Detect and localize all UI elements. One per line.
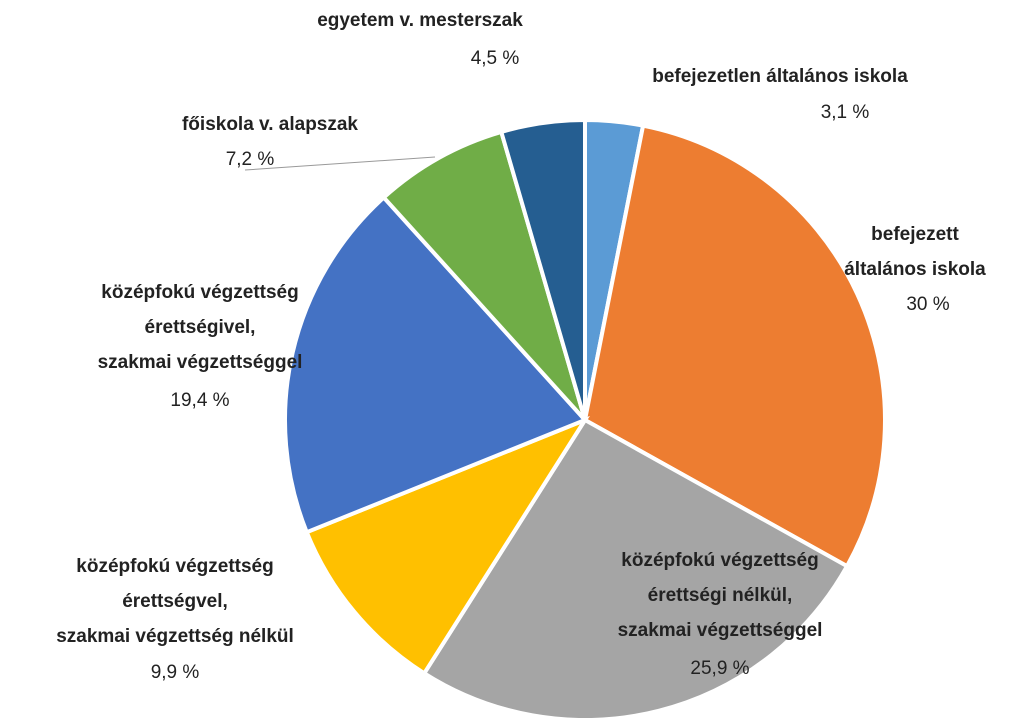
label-line: egyetem v. mesterszak <box>317 10 523 31</box>
category-label: főiskola v. alapszak <box>182 114 358 135</box>
label-line: szakmai végzettség nélkül <box>56 626 294 647</box>
label-line: középfokú végzettség <box>621 550 818 571</box>
value-label: 7,2 % <box>226 149 275 170</box>
label-line: általános iskola <box>844 259 986 280</box>
category-label: középfokú végzettség érettségvel, szakmai … <box>56 556 294 647</box>
value-label: 25,9 % <box>690 658 749 679</box>
category-label: középfokú végzettség érettségi nélkül, sza… <box>618 550 823 641</box>
label-line: érettségi nélkül, <box>648 585 793 606</box>
label-line: szakmai végzettséggel <box>98 352 303 373</box>
category-label: egyetem v. mesterszak <box>317 10 523 31</box>
pie-slice <box>498 117 587 421</box>
label-line: érettségivel, <box>145 317 256 338</box>
value-label: 30 % <box>906 294 949 315</box>
label-line: középfokú végzettség <box>76 556 273 577</box>
value-label: 4,5 % <box>471 48 520 69</box>
category-label: befejezetlen általános iskola <box>652 66 908 87</box>
value-label: 19,4 % <box>170 390 229 411</box>
pie-slice <box>380 129 587 422</box>
label-line: főiskola v. alapszak <box>182 114 358 135</box>
category-label: középfokú végzettség érettségivel, szakmai… <box>98 282 303 373</box>
label-line: szakmai végzettséggel <box>618 620 823 641</box>
leader-line <box>244 156 436 171</box>
pie-slice <box>283 194 589 535</box>
pie-slice <box>582 123 887 569</box>
value-label: 9,9 % <box>151 662 200 683</box>
label-line: befejezetlen általános iskola <box>652 66 908 87</box>
category-label: befejezett általános iskola <box>844 224 986 280</box>
pie-slice <box>421 417 850 718</box>
pie-slice <box>304 415 591 677</box>
label-line: érettségvel, <box>122 591 228 612</box>
value-label: 3,1 % <box>821 102 870 123</box>
label-line: középfokú végzettség <box>101 282 298 303</box>
label-line: befejezett <box>871 224 959 245</box>
